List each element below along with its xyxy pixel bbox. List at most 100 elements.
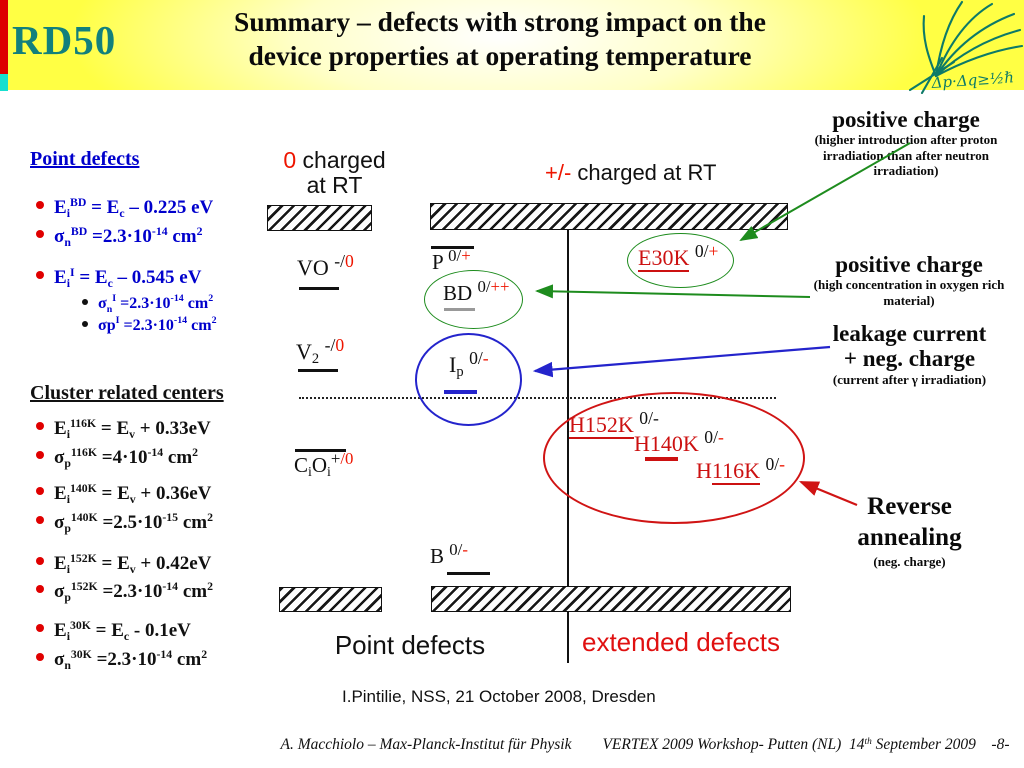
list-item-text: EiI = Ec – 0.545 eV (54, 266, 202, 291)
list-item-text: Ei152K = Ev + 0.42eV (54, 551, 212, 576)
conduction-band-left (267, 205, 372, 231)
annotation-title-line1: leakage current (832, 321, 987, 346)
level-label-h116k: H116K 0/- (696, 454, 786, 485)
cluster-group: Ei116K = Ev + 0.33eV σp116K =4·10-14 cm2 (30, 416, 305, 470)
level-label-h140k: H140K 0/- (634, 427, 724, 456)
annotation-subtitle: (high concentration in oxygen rich mater… (813, 277, 1005, 308)
bullet-icon (36, 585, 44, 594)
slide-title-line2: device properties at operating temperatu… (248, 39, 752, 71)
list-item: Ei116K = Ev + 0.33eV (30, 416, 305, 442)
annotation-subtitle: (current after γ irradiation) (832, 371, 987, 387)
bd-ellipse (424, 270, 523, 329)
list-item-text: σp152K =2.3·10-14 cm2 (54, 580, 213, 605)
level-line-ip (444, 390, 477, 394)
bullet-icon (36, 422, 44, 431)
point-defects-heading: Point defects (30, 148, 140, 170)
left-edge-cyan-strip (0, 74, 8, 91)
list-item: σp140K =2.5·10-15 cm2 (30, 510, 305, 536)
level-label-b: B 0/- (430, 540, 468, 568)
level-line-bd (444, 308, 475, 311)
cluster-ellipse (543, 392, 805, 524)
list-item: σn30K =2.3·10-14 cm2 (30, 647, 305, 673)
point-defects-axis-label: Point defects (334, 630, 486, 660)
list-item-text: σnBD =2.3·10-14 cm2 (54, 224, 203, 249)
annotation-subtitle: (neg. charge) (873, 553, 946, 569)
zero-charged-line1: 0 charged (283, 147, 386, 173)
annotation-reverse-annealing: Reverse annealing (neg. charge) (842, 491, 977, 569)
cluster-group: Ei140K = Ev + 0.36eV σp140K =2.5·10-15 c… (30, 481, 305, 535)
bullet-icon (36, 516, 44, 525)
level-label-h152k: H152K 0/- (569, 408, 659, 439)
level-line-vo (299, 287, 339, 290)
annotation-positive-charge-1: positive charge (higher introduction aft… (790, 107, 1022, 179)
arrow-leakage-current (532, 345, 831, 378)
bullet-icon (82, 298, 88, 305)
bullet-icon (36, 623, 44, 632)
list-subitem: σpI =2.3·10-14 cm2 (76, 315, 305, 337)
level-line-cioi (295, 449, 346, 452)
cluster-group: Ei152K = Ev + 0.42eV σp152K =2.3·10-14 c… (30, 551, 305, 605)
annotation-title-line2: + neg. charge (843, 346, 976, 372)
slide-title-line1: Summary – defects with strong impact on … (234, 6, 766, 37)
list-item: EiI = Ec – 0.545 eV (30, 265, 305, 291)
list-item: σp116K =4·10-14 cm2 (30, 445, 305, 471)
pm-charged-label: +/- charged at RT (545, 160, 717, 185)
list-item: Ei140K = Ev + 0.36eV (30, 481, 305, 507)
list-item-text: σp140K =2.5·10-15 cm2 (54, 511, 213, 536)
footer-line: A. Macchiolo – Max-Planck-Institut für P… (280, 736, 1010, 753)
list-item-text: Ei30K = Ec - 0.1eV (54, 618, 191, 643)
credit-line: I.Pintilie, NSS, 21 October 2008, Dresde… (342, 687, 656, 706)
mpi-logo-icon: Δp·Δq≥½ℏ (908, 0, 1024, 94)
list-item: σp152K =2.3·10-14 cm2 (30, 579, 305, 605)
list-item: σnBD =2.3·10-14 cm2 (30, 224, 305, 250)
bullet-icon (36, 450, 44, 459)
rd50-logo-text: RD50 (12, 17, 117, 63)
annotation-title: positive charge (832, 107, 980, 132)
zero-charged-line2: at RT (306, 172, 363, 199)
level-label-vo: VO -/0 (297, 251, 354, 280)
slide-title: Summary – defects with strong impact on … (150, 5, 850, 72)
level-line-h140k (645, 457, 678, 461)
list-item: Ei30K = Ec - 0.1eV (30, 618, 305, 644)
list-item-text: σnI =2.3·10-14 cm2 (98, 292, 214, 315)
list-item-text: Ei140K = Ev + 0.36eV (54, 482, 212, 507)
slide-header: RD50 Summary – defects with strong impac… (0, 0, 1024, 94)
level-label-p: P 0/+ (432, 246, 471, 274)
bullet-icon (36, 271, 44, 280)
bullet-icon (82, 320, 88, 327)
midgap-dotted-line (299, 397, 776, 399)
list-item: EiBD = Ec – 0.225 eV (30, 195, 305, 221)
annotation-leakage-current: leakage current + neg. charge (current a… (797, 321, 1022, 387)
e30k-ellipse (627, 233, 734, 288)
bullet-icon (36, 652, 44, 661)
level-label-bd: BD 0/++ (443, 277, 510, 305)
annotation-title: Reverse annealing (857, 493, 962, 552)
cluster-group: Ei30K = Ec - 0.1eV σn30K =2.3·10-14 cm2 (30, 618, 305, 672)
valence-band-right (431, 586, 791, 612)
level-line-b (447, 572, 490, 575)
cluster-centers-heading: Cluster related centers (30, 382, 224, 405)
left-edge-red-strip (0, 0, 8, 74)
list-item-text: σn30K =2.3·10-14 cm2 (54, 647, 208, 672)
level-line-p (431, 246, 474, 249)
level-label-ip: Ip 0/- (449, 348, 489, 380)
annotation-subtitle: (higher introduction after proton irradi… (814, 132, 998, 179)
zero-charged-label: 0 charged at RT (262, 147, 407, 199)
annotation-positive-charge-2: positive charge (high concentration in o… (795, 252, 1023, 308)
list-item-text: σpI =2.3·10-14 cm2 (98, 314, 217, 334)
ip-ellipse (415, 333, 522, 426)
extended-defects-axis-label: extended defects (582, 627, 781, 657)
bullet-icon (36, 556, 44, 565)
annotation-title: positive charge (835, 252, 983, 277)
arrow-positive-charge-2 (535, 284, 811, 299)
valence-band-left (279, 587, 382, 612)
list-item: Ei152K = Ev + 0.42eV (30, 551, 305, 577)
level-label-v2: V2 -/0 (296, 335, 345, 367)
mpi-formula: Δp·Δq≥½ℏ (930, 68, 1014, 92)
bullet-icon (36, 201, 44, 209)
list-item-text: σp116K =4·10-14 cm2 (54, 445, 199, 470)
list-item-text: Ei116K = Ev + 0.33eV (54, 417, 211, 442)
level-line-v2 (298, 369, 338, 372)
level-label-e30k: E30K 0/+ (638, 241, 719, 272)
